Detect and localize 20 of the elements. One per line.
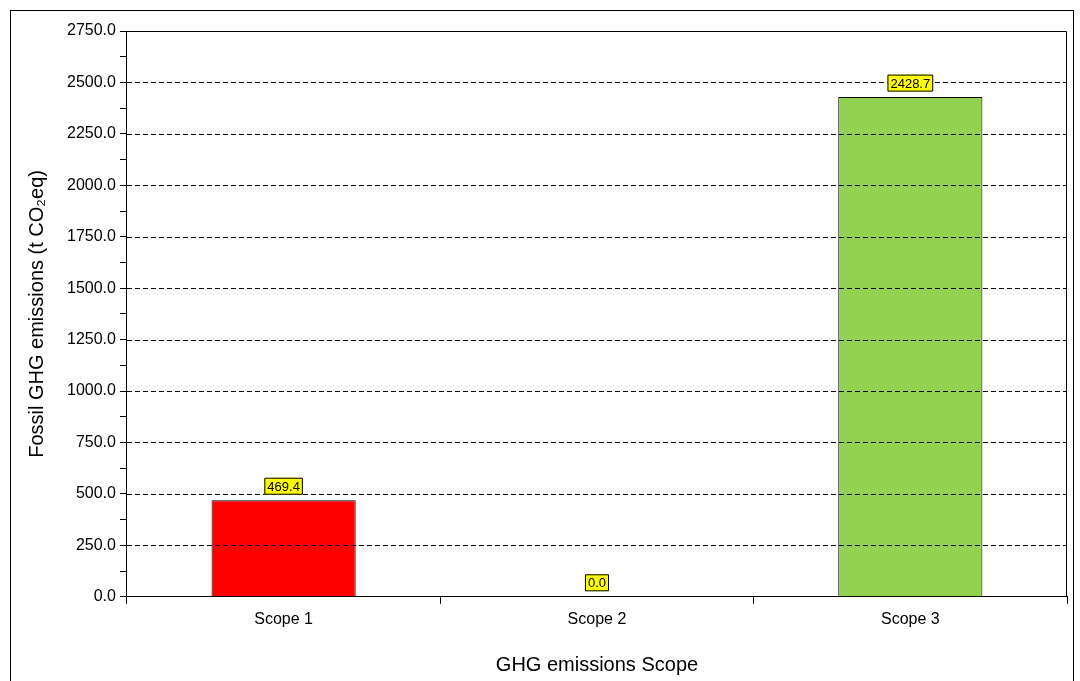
y-tick-label: 2250.0 bbox=[67, 124, 117, 142]
y-tick-label: 1250.0 bbox=[67, 330, 117, 348]
y-tick-label: 2500.0 bbox=[67, 72, 117, 90]
y-tick-label: 1500.0 bbox=[67, 278, 117, 296]
y-tick-label: 250.0 bbox=[75, 535, 117, 553]
y-tick-label: 1750.0 bbox=[67, 227, 117, 245]
x-tick-label: Scope 2 bbox=[567, 609, 627, 627]
data-label: 469.4 bbox=[267, 478, 300, 494]
y-tick-label: 1000.0 bbox=[67, 381, 117, 399]
y-tick-label: 0.0 bbox=[93, 587, 117, 605]
y-tick-label: 2750.0 bbox=[67, 21, 117, 39]
data-label: 2428.7 bbox=[890, 75, 931, 91]
y-tick-label: 750.0 bbox=[75, 432, 117, 450]
y-axis-title: Fossil GHG emissions (t CO₂eq) bbox=[24, 169, 47, 458]
x-axis-title: GHG emissions Scope bbox=[495, 652, 699, 675]
x-tick-label: Scope 3 bbox=[880, 609, 940, 627]
x-tick-label: Scope 1 bbox=[254, 609, 314, 627]
data-label: 0.0 bbox=[587, 575, 607, 591]
y-tick-label: 2000.0 bbox=[67, 175, 117, 193]
y-tick-label: 500.0 bbox=[75, 484, 117, 502]
